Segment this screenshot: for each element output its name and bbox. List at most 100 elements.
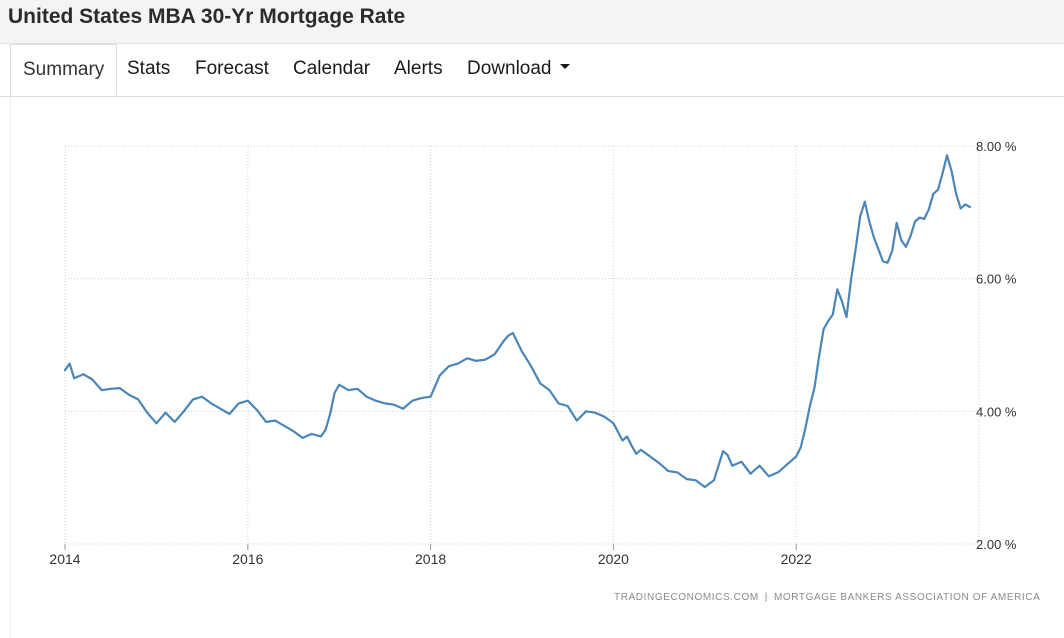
series-point: [228, 413, 231, 415]
series-point: [182, 410, 185, 413]
series-point: [658, 462, 660, 464]
series-point: [676, 471, 679, 474]
source-provider: MORTGAGE BANKERS ASSOCIATION OF AMERICA: [773, 592, 1041, 603]
series-point: [566, 405, 569, 407]
series-point: [836, 288, 839, 291]
series-point: [320, 435, 322, 438]
tab-stats[interactable]: Stats: [127, 58, 171, 79]
series-point: [918, 216, 921, 219]
series-point: [909, 235, 912, 238]
series-point: [393, 403, 395, 406]
series-point: [621, 439, 624, 442]
tab-forecast[interactable]: Forecast: [195, 58, 269, 79]
tab-download-label: Download: [467, 58, 552, 79]
series-point: [164, 411, 167, 414]
series-point: [507, 334, 510, 337]
series-point: [895, 222, 898, 224]
series-point: [557, 402, 560, 405]
series-point: [827, 320, 830, 323]
series-point: [511, 332, 514, 334]
series-point: [936, 188, 939, 191]
tab-calendar[interactable]: Calendar: [293, 58, 371, 79]
series-point: [384, 402, 386, 405]
series-point: [612, 422, 615, 425]
series-point: [767, 475, 770, 478]
tab-bar: Summary Stats Forecast Calendar Alerts D…: [0, 44, 1064, 97]
series-point: [475, 360, 478, 362]
series-point: [946, 154, 948, 157]
series-point: [137, 398, 140, 401]
series-point: [457, 362, 459, 365]
x-tick-label: 2014: [49, 551, 80, 567]
series-point: [795, 455, 798, 458]
tab-summary[interactable]: Summary: [10, 44, 118, 96]
source-note: TRADINGECONOMICS.COM | MORTGAGE BANKERS AS…: [614, 592, 1040, 603]
series-point: [667, 470, 670, 472]
series-point: [374, 399, 377, 402]
series-point: [749, 472, 752, 475]
series-point: [118, 387, 121, 390]
series-point: [959, 207, 962, 210]
series-point: [649, 455, 651, 458]
series-point: [411, 399, 414, 402]
series-point: [891, 249, 894, 252]
series-point: [265, 421, 267, 423]
series-point: [923, 218, 926, 220]
series-point: [804, 427, 807, 430]
series-point: [813, 386, 816, 389]
source-separator: |: [764, 592, 768, 603]
series-point: [799, 446, 802, 449]
series-point: [859, 215, 862, 218]
y-tick-label: 4.00 %: [976, 404, 1017, 419]
series-point: [904, 245, 907, 248]
series-point: [347, 389, 350, 392]
series-point: [841, 300, 843, 303]
series-point: [173, 421, 176, 423]
series-point: [822, 328, 825, 330]
series-point: [585, 410, 587, 413]
series-point: [539, 382, 542, 385]
series-point: [338, 383, 341, 386]
series-point: [438, 374, 441, 377]
series-point: [420, 397, 423, 399]
series-point: [927, 208, 930, 211]
tab-download[interactable]: Download: [467, 44, 570, 96]
source-site: TRADINGECONOMICS.COM: [614, 592, 759, 603]
series-point: [356, 387, 359, 390]
series-point: [521, 350, 523, 353]
series-point: [329, 413, 331, 415]
page-title: United States MBA 30-Yr Mortgage Rate: [8, 5, 406, 28]
series-point: [575, 419, 578, 422]
series-point: [146, 411, 149, 414]
y-tick-label: 8.00 %: [976, 139, 1017, 154]
series-point: [639, 448, 642, 451]
series-point: [237, 402, 240, 405]
series-point: [694, 479, 697, 482]
series-point: [863, 200, 866, 203]
series-point: [493, 353, 496, 356]
tab-alerts[interactable]: Alerts: [394, 58, 443, 79]
x-tick-label: 2020: [598, 551, 629, 567]
series-point: [109, 387, 112, 390]
series-point: [333, 391, 336, 394]
series-point: [968, 206, 971, 208]
series-point: [192, 398, 194, 401]
series-point: [429, 395, 432, 398]
series-point: [726, 454, 729, 457]
series-line: [63, 154, 972, 489]
series-point: [831, 313, 834, 316]
series-point: [73, 377, 76, 380]
series-point: [502, 340, 505, 342]
series-point: [722, 450, 724, 453]
y-tick-label: 2.00 %: [976, 537, 1017, 552]
series-point: [886, 261, 889, 264]
series-point: [324, 429, 327, 431]
series-point: [274, 419, 277, 422]
series-point: [246, 399, 249, 402]
series-point: [868, 220, 871, 223]
series-point: [703, 486, 706, 488]
mortgage-rate-chart: 2014 2016 2018 2020 2022 2.00 % 4.00 % 6.00 % 8.…: [49, 139, 1017, 567]
series-point: [292, 430, 295, 433]
series-point: [685, 478, 688, 480]
series-point: [877, 248, 880, 251]
